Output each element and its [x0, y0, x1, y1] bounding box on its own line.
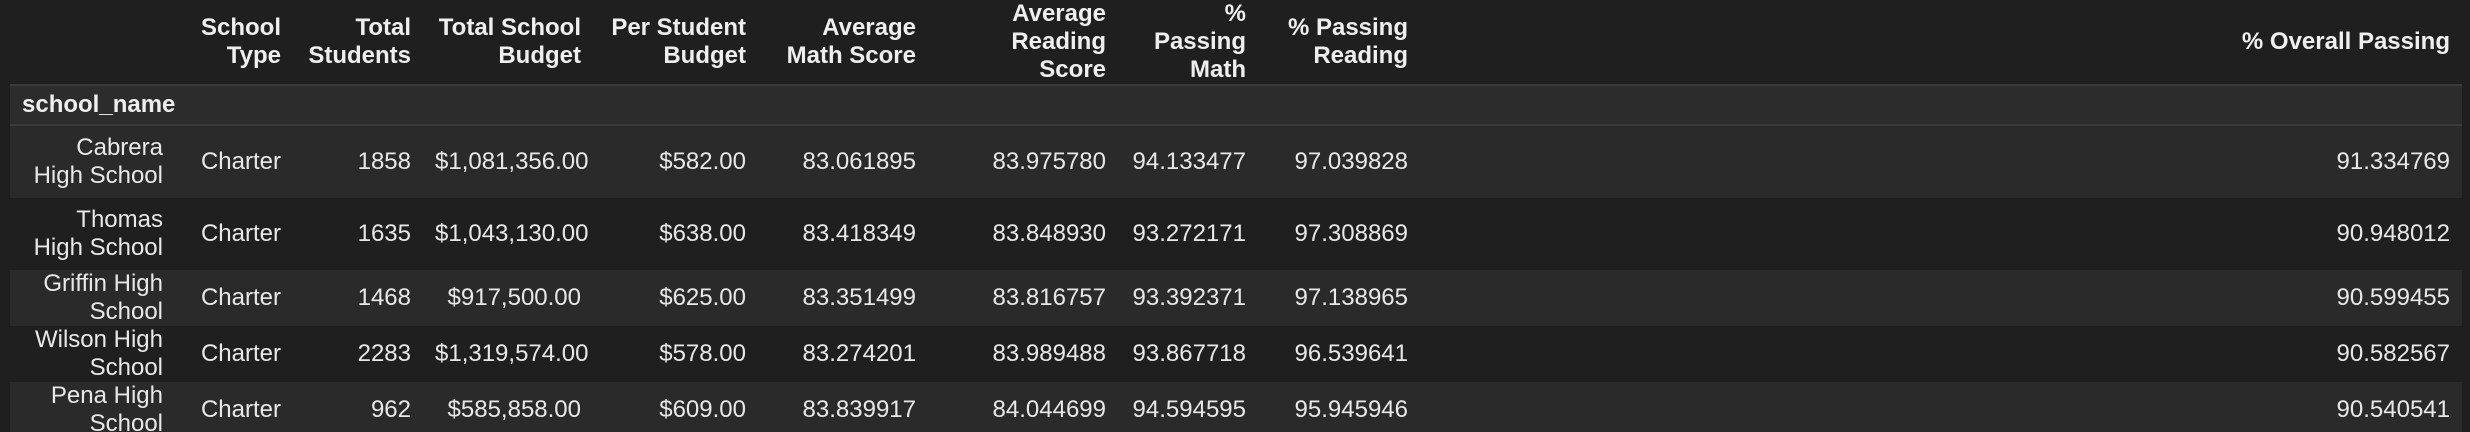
table-row: Cabrera High School Charter 1858 $1,081,…	[10, 125, 2462, 198]
table-cell: 2283	[357, 340, 411, 367]
table-cell: 94.133477	[1132, 148, 1246, 175]
table-cell: Charter	[200, 220, 281, 247]
table-cell: 83.839917	[802, 396, 916, 423]
table-cell: 93.392371	[1132, 284, 1246, 311]
table-cell: 93.867718	[1132, 340, 1246, 367]
table-cell: 91.334769	[2336, 148, 2450, 175]
table-cell: 83.975780	[992, 148, 1106, 175]
table-cell: 90.582567	[2336, 340, 2450, 367]
table-cell: Charter	[200, 284, 281, 311]
column-header-row: School Type Total Students Total School …	[10, 0, 2462, 86]
table-cell: $1,081,356.00	[435, 148, 589, 175]
column-header: Per Student Budget	[593, 0, 758, 86]
table-cell: $1,043,130.00	[435, 220, 589, 247]
dataframe-table: School Type Total Students Total School …	[10, 0, 2462, 432]
table-cell: $578.00	[659, 340, 746, 367]
table-cell: $638.00	[659, 220, 746, 247]
table-cell: 96.539641	[1294, 340, 1408, 367]
index-name-label: school_name	[10, 85, 175, 126]
table-cell: 83.351499	[802, 284, 916, 311]
table-cell: 83.418349	[802, 220, 916, 247]
table-cell: 84.044699	[992, 396, 1106, 423]
table-cell: 1468	[357, 284, 411, 311]
table-cell: 83.848930	[992, 220, 1106, 247]
table-cell: 90.599455	[2336, 284, 2450, 311]
table-cell: 1858	[357, 148, 411, 175]
table-cell: 90.540541	[2336, 396, 2450, 423]
column-header: % Passing Math	[1118, 0, 1258, 86]
column-header: Average Math Score	[758, 0, 928, 86]
table-cell: $585,858.00	[447, 396, 581, 423]
column-header: School Type	[175, 0, 293, 86]
index-name-row: school_name	[10, 85, 2462, 126]
table-cell: Charter	[200, 148, 281, 175]
row-index-label: Pena High School	[50, 382, 163, 432]
table-cell: $625.00	[659, 284, 746, 311]
table-cell: 962	[370, 396, 411, 423]
table-cell: 97.308869	[1294, 220, 1408, 247]
row-index-label: Wilson High School	[34, 326, 163, 381]
table-row: Thomas High School Charter 1635 $1,043,1…	[10, 198, 2462, 270]
table-cell: 83.274201	[802, 340, 916, 367]
column-header: Total Students	[293, 0, 423, 86]
table-row: Wilson High School Charter 2283 $1,319,5…	[10, 326, 2462, 382]
table-cell: $917,500.00	[447, 284, 581, 311]
column-header: Total School Budget	[423, 0, 593, 86]
row-index-label: Cabrera High School	[33, 134, 163, 189]
column-header: % Passing Reading	[1258, 0, 1420, 86]
table-row: Griffin High School Charter 1468 $917,50…	[10, 270, 2462, 326]
table-cell: $609.00	[659, 396, 746, 423]
table-cell: $1,319,574.00	[435, 340, 589, 367]
table-cell: 83.061895	[802, 148, 916, 175]
table-cell: Charter	[200, 396, 281, 423]
row-index-label: Griffin High School	[43, 270, 163, 325]
table-cell: 83.989488	[992, 340, 1106, 367]
table-cell: 94.594595	[1132, 396, 1246, 423]
header-corner	[10, 0, 175, 86]
table-cell: 90.948012	[2336, 220, 2450, 247]
table-cell: $582.00	[659, 148, 746, 175]
table-cell: 1635	[357, 220, 411, 247]
table-row: Pena High School Charter 962 $585,858.00…	[10, 382, 2462, 432]
row-index-label: Thomas High School	[33, 206, 163, 261]
column-header: % Overall Passing	[1420, 0, 2462, 86]
table-cell: 97.138965	[1294, 284, 1408, 311]
column-header: Average Reading Score	[928, 0, 1118, 86]
table-cell: Charter	[200, 340, 281, 367]
table-cell: 95.945946	[1294, 396, 1408, 423]
table-cell: 83.816757	[992, 284, 1106, 311]
table-cell: 93.272171	[1132, 220, 1246, 247]
table-cell: 97.039828	[1294, 148, 1408, 175]
